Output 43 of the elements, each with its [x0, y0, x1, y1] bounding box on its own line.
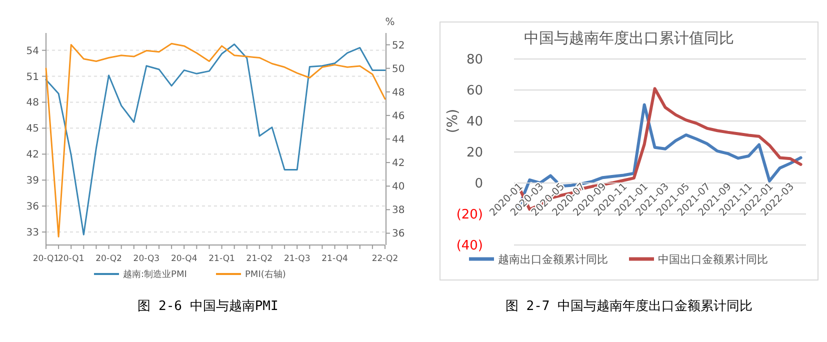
y-tick-label: 33 — [26, 228, 39, 239]
x-tick-label: 20-Q3 — [133, 254, 160, 264]
y2-tick-label: 38 — [392, 205, 405, 216]
x-tick-label: 20-Q1 — [32, 254, 60, 264]
x-tick-label: 21-Q2 — [246, 254, 273, 264]
y-tick-label: 80 — [466, 52, 483, 68]
y-tick-label: 20 — [466, 146, 483, 161]
y2-tick-label: 50 — [392, 64, 405, 75]
legend-label: 中国出口金额累计同比 — [658, 252, 768, 266]
legend-label: PMI(右轴) — [245, 269, 286, 280]
y2-axis-title: % — [385, 17, 395, 28]
caption: 图 2-7 中国与越南年度出口金额累计同比 — [505, 298, 753, 314]
y-tick-label: (40) — [456, 238, 483, 254]
y-tick-label: 42 — [26, 150, 39, 161]
y-tick-label: 36 — [26, 202, 39, 213]
legend-label: 越南:制造业PMI — [123, 269, 187, 280]
y-tick-label: 54 — [26, 46, 39, 57]
x-tick-label: 21-Q4 — [322, 254, 348, 264]
y-axis-title: (%) — [445, 108, 461, 134]
x-tick-label: 22-Q2 — [372, 254, 398, 264]
y-tick-label: 39 — [26, 176, 39, 187]
y-tick-label: 51 — [26, 72, 39, 83]
y-tick-label: 40 — [466, 114, 483, 130]
caption: 图 2-6 中国与越南PMI — [138, 299, 278, 314]
x-tick-label: 20-Q4 — [170, 254, 198, 264]
x-tick-label: 21-Q3 — [284, 254, 310, 264]
x-tick-label: 21-Q1 — [208, 254, 235, 264]
legend-label: 越南出口金额累计同比 — [498, 252, 608, 266]
y2-tick-label: 46 — [392, 110, 405, 122]
y2-tick-label: 42 — [392, 158, 405, 170]
y2-tick-label: 44 — [392, 134, 405, 146]
x-tick-label: 20-Q1 — [58, 254, 84, 264]
x-tick-label: 20-Q2 — [96, 254, 122, 264]
y2-tick-label: 36 — [392, 228, 405, 240]
y2-tick-label: 52 — [392, 40, 405, 52]
y2-tick-label: 40 — [392, 182, 405, 193]
y-tick-label: 45 — [26, 124, 39, 135]
y-tick-label: 48 — [26, 98, 39, 109]
y2-tick-label: 48 — [392, 87, 405, 98]
y-tick-label: (20) — [456, 208, 483, 223]
y-tick-label: 60 — [466, 84, 483, 99]
y-tick-label: 0 — [474, 176, 483, 192]
chart-title: 中国与越南年度出口累计值同比 — [524, 29, 734, 47]
